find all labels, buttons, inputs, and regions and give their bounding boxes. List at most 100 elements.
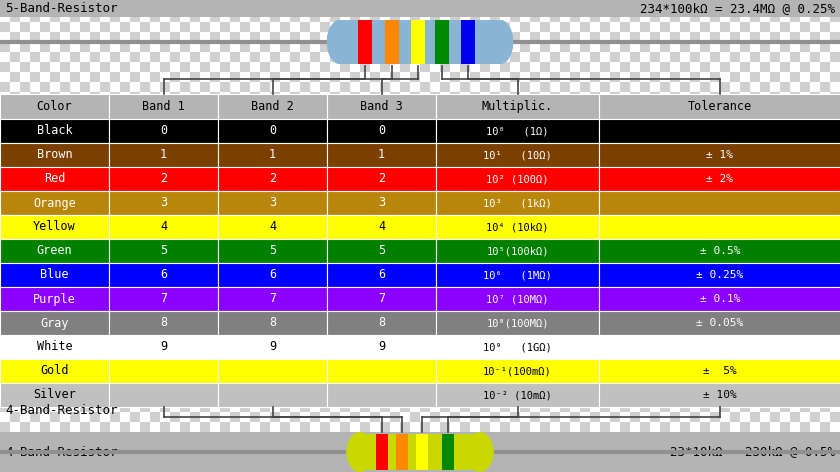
Bar: [600, 452, 610, 462]
Bar: [680, 272, 690, 282]
Bar: [70, 42, 80, 52]
Bar: [480, 72, 490, 82]
Bar: [570, 302, 580, 312]
Bar: [110, 112, 120, 122]
Bar: [140, 312, 150, 322]
Bar: [580, 82, 590, 92]
Bar: [420, 52, 430, 62]
Bar: [800, 312, 810, 322]
Bar: [600, 182, 610, 192]
Bar: [360, 262, 370, 272]
Bar: [590, 392, 600, 402]
Text: 10⁶   (1MΩ): 10⁶ (1MΩ): [483, 270, 552, 280]
Bar: [810, 372, 820, 382]
Bar: [460, 332, 470, 342]
Bar: [190, 442, 200, 452]
Bar: [260, 72, 270, 82]
Bar: [680, 0, 690, 2]
Bar: [180, 302, 190, 312]
Bar: [360, 442, 370, 452]
Bar: [360, 432, 370, 442]
Bar: [170, 242, 180, 252]
Bar: [150, 262, 160, 272]
Bar: [150, 192, 160, 202]
Bar: [600, 32, 610, 42]
Bar: [300, 22, 310, 32]
Bar: [70, 392, 80, 402]
Bar: [330, 252, 340, 262]
Bar: [260, 162, 270, 172]
Bar: [620, 72, 630, 82]
Bar: [420, 162, 430, 172]
Bar: [700, 82, 710, 92]
Bar: [640, 142, 650, 152]
Bar: [110, 92, 120, 102]
Bar: [190, 52, 200, 62]
Bar: [70, 52, 80, 62]
Bar: [340, 302, 350, 312]
Bar: [460, 92, 470, 102]
Bar: [140, 262, 150, 272]
Bar: [640, 122, 650, 132]
Bar: [436, 383, 599, 407]
Bar: [470, 162, 480, 172]
Bar: [400, 132, 410, 142]
Bar: [180, 2, 190, 12]
Bar: [30, 292, 40, 302]
Bar: [830, 12, 840, 22]
Bar: [180, 242, 190, 252]
Bar: [210, 102, 220, 112]
Bar: [690, 122, 700, 132]
Bar: [80, 432, 90, 442]
Bar: [470, 402, 480, 412]
Bar: [720, 462, 730, 472]
Bar: [0, 94, 109, 119]
Bar: [580, 182, 590, 192]
Bar: [190, 312, 200, 322]
Bar: [800, 232, 810, 242]
Bar: [20, 42, 30, 52]
Bar: [500, 262, 510, 272]
Bar: [590, 382, 600, 392]
Bar: [150, 392, 160, 402]
Bar: [250, 152, 260, 162]
Bar: [490, 0, 500, 2]
Bar: [610, 262, 620, 272]
Bar: [580, 102, 590, 112]
Bar: [730, 402, 740, 412]
Bar: [660, 112, 670, 122]
Bar: [540, 322, 550, 332]
Bar: [830, 282, 840, 292]
Bar: [750, 12, 760, 22]
Bar: [670, 302, 680, 312]
Bar: [310, 192, 320, 202]
Bar: [370, 132, 380, 142]
Bar: [770, 202, 780, 212]
Text: 10⁻² (10mΩ): 10⁻² (10mΩ): [483, 390, 552, 400]
Bar: [530, 342, 540, 352]
Bar: [620, 262, 630, 272]
Bar: [200, 462, 210, 472]
Bar: [660, 42, 670, 52]
Bar: [370, 272, 380, 282]
Bar: [820, 12, 830, 22]
Bar: [480, 102, 490, 112]
Bar: [580, 202, 590, 212]
Bar: [390, 182, 400, 192]
Bar: [310, 142, 320, 152]
Bar: [180, 152, 190, 162]
Bar: [830, 52, 840, 62]
Bar: [540, 282, 550, 292]
Bar: [20, 442, 30, 452]
Bar: [670, 162, 680, 172]
Bar: [590, 432, 600, 442]
Bar: [70, 132, 80, 142]
Bar: [440, 422, 450, 432]
Bar: [170, 182, 180, 192]
Bar: [140, 242, 150, 252]
Bar: [770, 372, 780, 382]
Bar: [650, 462, 660, 472]
Bar: [470, 372, 480, 382]
Bar: [340, 42, 350, 52]
Bar: [280, 292, 290, 302]
